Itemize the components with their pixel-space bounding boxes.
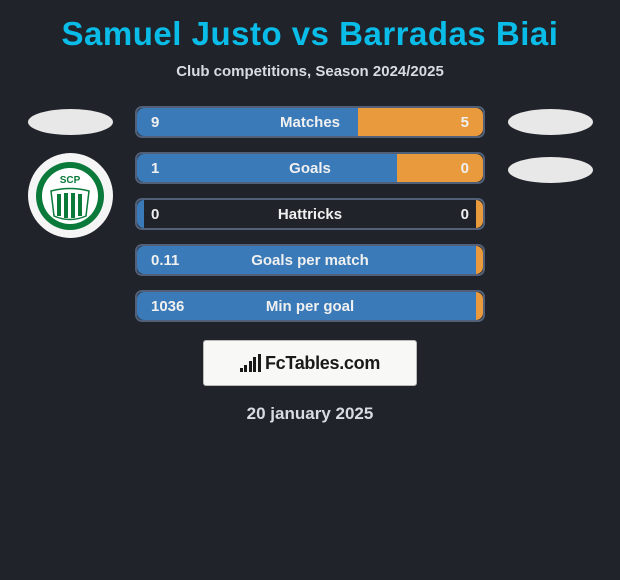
stat-bar: 0.11 Goals per match: [135, 244, 485, 276]
stat-bar: 9 5 Matches: [135, 106, 485, 138]
fctables-bars-icon: [240, 354, 261, 372]
fctables-label: FcTables.com: [265, 353, 380, 374]
comparison-title: Samuel Justo vs Barradas Biai: [10, 15, 610, 53]
stat-bar-left-fill: [137, 200, 144, 228]
stat-row: 1036 Min per goal: [20, 290, 600, 322]
comparison-subtitle: Club competitions, Season 2024/2025: [10, 63, 610, 80]
stat-bar-right-fill: [476, 292, 483, 320]
fctables-attribution[interactable]: FcTables.com: [203, 340, 417, 386]
stat-bar: 0 0 Hattricks: [135, 198, 485, 230]
stat-bar: 1036 Min per goal: [135, 290, 485, 322]
stat-bar-right-fill: [476, 246, 483, 274]
stat-label: Matches: [280, 114, 340, 131]
stat-bar: 1 0 Goals: [135, 152, 485, 184]
stat-row: 9 5 Matches: [20, 106, 600, 138]
stat-value-left: 0.11: [151, 252, 179, 269]
stat-label: Goals: [289, 160, 331, 177]
stat-value-right: 0: [461, 206, 469, 223]
stat-value-left: 9: [151, 114, 159, 131]
stat-bar-right-fill: [397, 154, 484, 182]
stat-value-left: 1036: [151, 298, 184, 315]
stat-row: 0.11 Goals per match: [20, 244, 600, 276]
stat-label: Hattricks: [278, 206, 342, 223]
stat-value-right: 5: [461, 114, 469, 131]
stat-value-left: 0: [151, 206, 159, 223]
stats-section: SCP 95Matches10Goals00Hattricks0.11Goals…: [10, 106, 610, 322]
stat-row: 1 0 Goals: [20, 152, 600, 184]
comparison-date: 20 january 2025: [10, 404, 610, 424]
stat-label: Min per goal: [266, 298, 354, 315]
stat-row: 0 0 Hattricks: [20, 198, 600, 230]
stat-bar-right-fill: [476, 200, 483, 228]
stat-bar-left-fill: [137, 154, 397, 182]
stat-value-left: 1: [151, 160, 159, 177]
stat-label: Goals per match: [251, 252, 369, 269]
stat-value-right: 0: [461, 160, 469, 177]
